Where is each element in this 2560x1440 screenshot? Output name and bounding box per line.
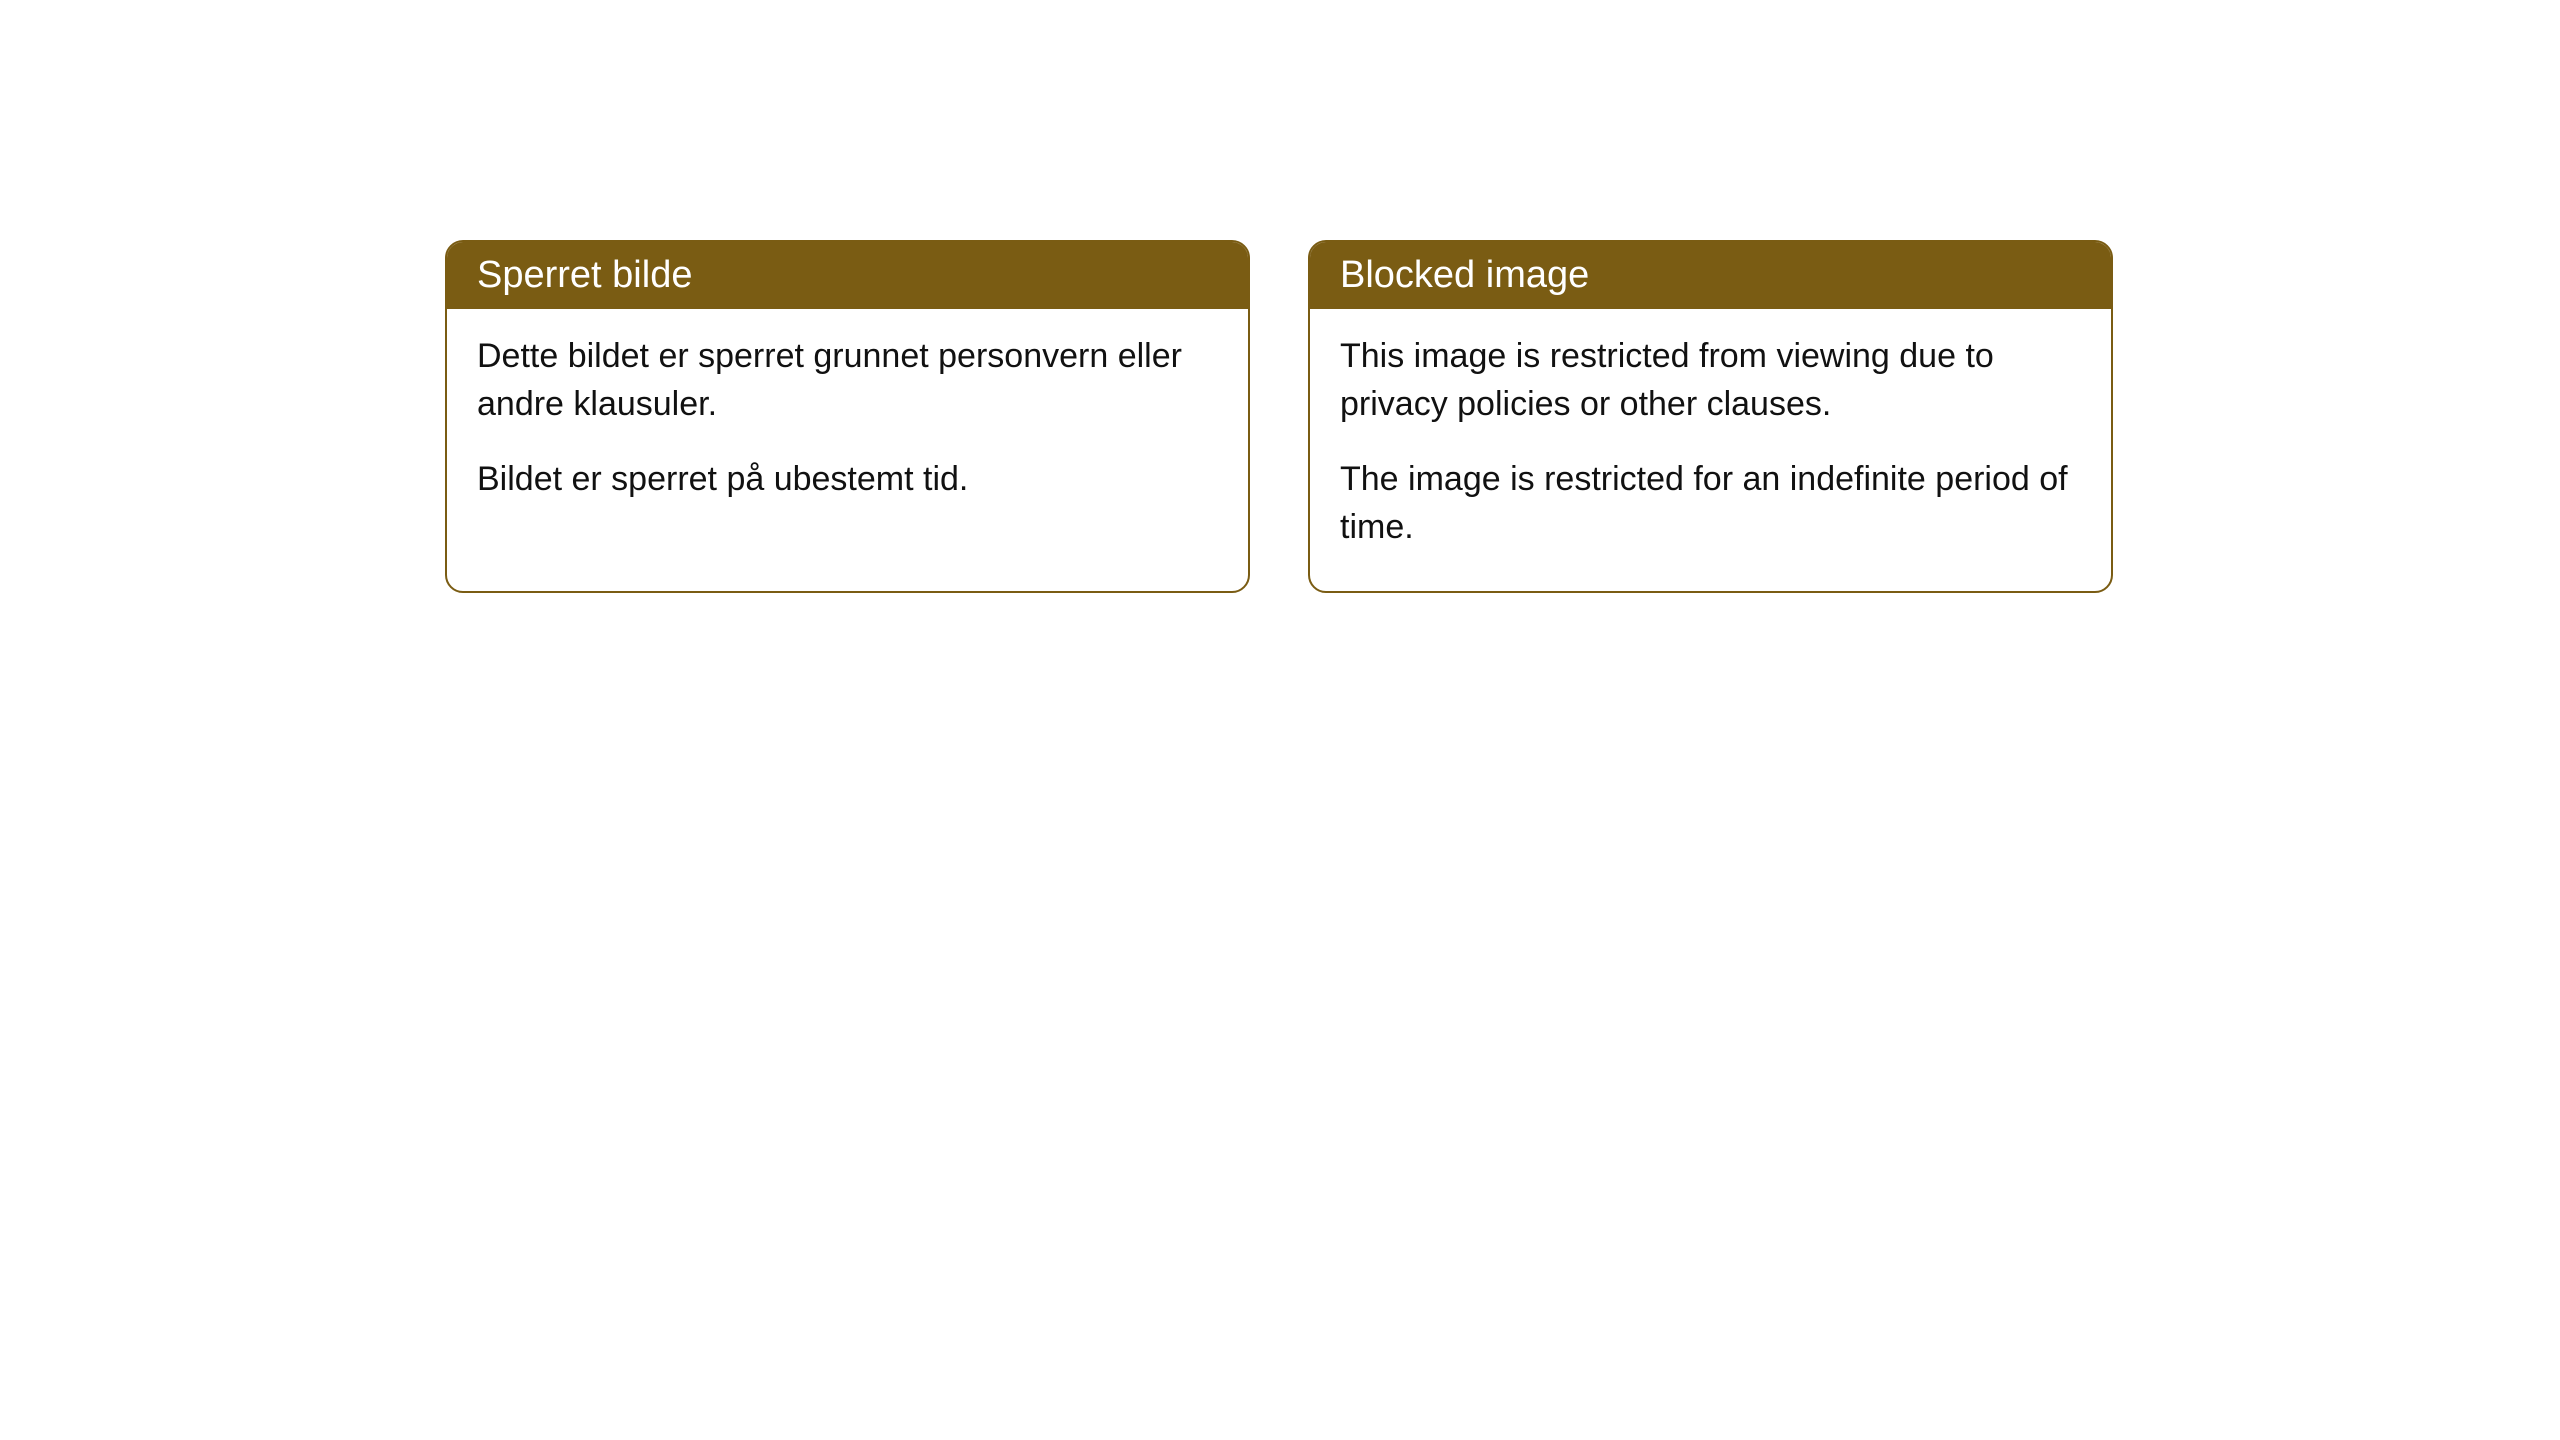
card-title: Blocked image: [1340, 254, 1589, 296]
card-header: Blocked image: [1310, 242, 2111, 309]
card-header: Sperret bilde: [447, 242, 1248, 309]
card-body: This image is restricted from viewing du…: [1310, 309, 2111, 591]
notice-card-english: Blocked image This image is restricted f…: [1308, 240, 2113, 593]
card-body: Dette bildet er sperret grunnet personve…: [447, 309, 1248, 544]
card-paragraph: The image is restricted for an indefinit…: [1340, 456, 2081, 551]
notice-card-norwegian: Sperret bilde Dette bildet er sperret gr…: [445, 240, 1250, 593]
notice-cards-container: Sperret bilde Dette bildet er sperret gr…: [445, 240, 2113, 593]
card-paragraph: Dette bildet er sperret grunnet personve…: [477, 333, 1218, 428]
card-paragraph: This image is restricted from viewing du…: [1340, 333, 2081, 428]
card-paragraph: Bildet er sperret på ubestemt tid.: [477, 456, 1218, 504]
card-title: Sperret bilde: [477, 254, 692, 296]
